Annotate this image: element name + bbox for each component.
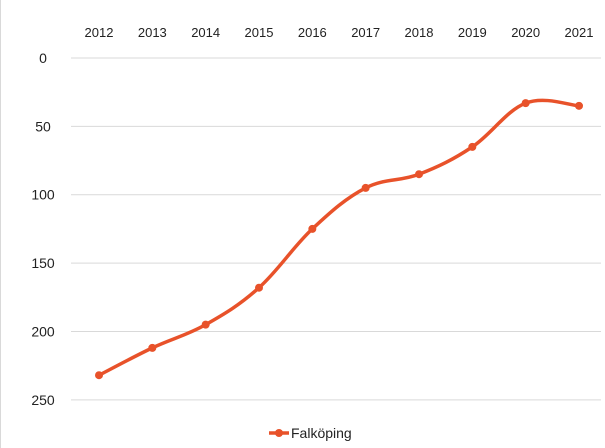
x-tick-label: 2013 [138, 25, 167, 40]
data-point-2014 [201, 320, 210, 329]
data-point-2015 [255, 283, 263, 292]
x-tick-label: 2019 [458, 25, 487, 40]
data-point-2021 [575, 101, 583, 110]
series-line-falkoping [97, 98, 581, 377]
x-tick-label: 2012 [85, 25, 114, 40]
data-point-2018 [415, 170, 423, 179]
y-tick-label: 150 [31, 255, 55, 271]
y-tick-label: 200 [31, 323, 55, 339]
data-point-2020 [521, 99, 530, 108]
data-point-2016 [308, 224, 317, 233]
x-tick-label: 2015 [245, 25, 274, 40]
x-tick-label: 2017 [351, 25, 380, 40]
y-tick-label: 50 [35, 118, 51, 134]
x-tick-label: 2016 [298, 25, 327, 40]
y-tick-label: 100 [31, 187, 55, 203]
legend-marker [275, 429, 283, 437]
x-tick-label: 2014 [191, 25, 220, 40]
data-point-2012 [95, 371, 103, 380]
data-point-2013 [148, 343, 157, 352]
x-tick-label: 2020 [511, 25, 540, 40]
x-tick-label: 2021 [565, 25, 594, 40]
y-tick-label: 0 [39, 50, 47, 66]
data-point-2019 [468, 142, 477, 151]
y-tick-label: 250 [31, 392, 55, 408]
x-tick-label: 2018 [405, 25, 434, 40]
legend-label: Falköping [291, 425, 352, 441]
data-point-2017 [361, 183, 370, 192]
